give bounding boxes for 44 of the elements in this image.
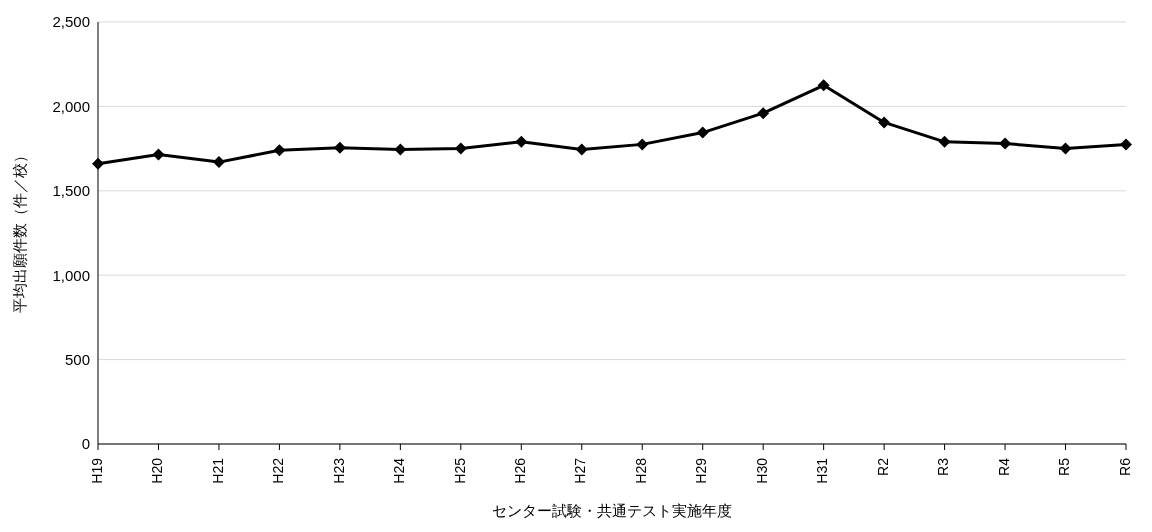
x-tick-label: H29: [693, 457, 710, 484]
point: [212, 156, 225, 169]
x-tick-label: H28: [632, 457, 649, 484]
x-tick-label: H22: [270, 457, 287, 484]
y-tick-label: 1,500: [52, 182, 90, 200]
point: [394, 143, 407, 156]
y-tick-label: 500: [64, 350, 90, 368]
x-tick-label: H25: [451, 457, 468, 484]
point: [757, 107, 770, 120]
point: [1120, 138, 1132, 151]
point: [515, 135, 528, 148]
y-tick-label: 1,000: [52, 266, 90, 284]
point: [92, 157, 104, 170]
x-tick-label: H23: [330, 457, 347, 484]
x-tick-label: H24: [391, 457, 408, 484]
y-tick-label: 2,000: [52, 97, 90, 115]
point: [1059, 142, 1072, 155]
x-tick-label: H19: [88, 457, 105, 484]
point: [999, 137, 1012, 150]
point: [575, 143, 588, 156]
point: [696, 126, 709, 139]
point: [333, 141, 346, 154]
y-tick-label: 2,500: [52, 13, 90, 31]
x-axis-title: センター試験・共通テスト実施年度: [492, 502, 732, 519]
x-tick-label: H20: [149, 457, 166, 484]
x-tick-label: R5: [1056, 457, 1073, 476]
point: [273, 144, 286, 157]
x-tick-label: R6: [1116, 457, 1133, 476]
x-tick-label: R4: [995, 457, 1012, 476]
x-tick-label: H30: [753, 457, 770, 484]
point: [938, 135, 951, 148]
point: [152, 148, 165, 161]
x-tick-label: H21: [209, 457, 226, 484]
point: [878, 116, 891, 129]
x-tick-label: H31: [814, 457, 831, 484]
x-tick-label: R3: [935, 457, 952, 476]
point: [454, 142, 467, 155]
point: [817, 79, 830, 92]
x-tick-label: H26: [512, 457, 528, 484]
x-tick-label: H27: [572, 457, 589, 484]
point: [636, 138, 649, 151]
y-tick-label: 0: [81, 435, 90, 453]
y-axis-title: 平均出願件数（件／校）: [11, 148, 29, 313]
x-tick-label: R2: [874, 457, 891, 476]
